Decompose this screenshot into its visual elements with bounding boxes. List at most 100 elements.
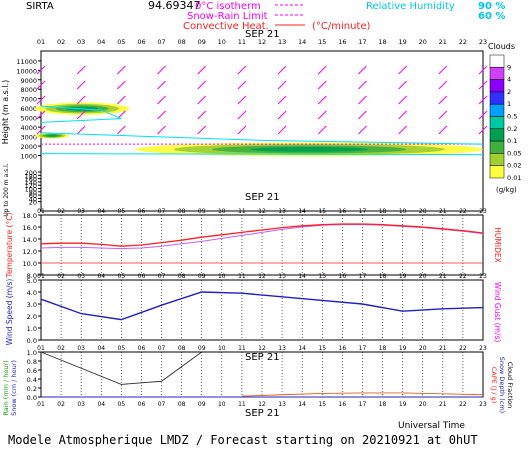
hour-tick-label: 20 [419,345,427,352]
legend-convective-unit: (°C/minute) [312,21,371,32]
wind-arrow [237,95,247,105]
hour-tick-label: 04 [97,401,105,408]
humidity-contour [40,132,484,156]
height-tick-label: 8000 [20,86,37,94]
wind-arrow [358,125,367,135]
wind-arrow [117,65,126,75]
hour-tick-label: 16 [339,345,347,352]
hour-tick-label: 04 [97,208,105,215]
wind-arrow [358,80,367,90]
height-tick-label: 180 [25,172,37,180]
hour-tick-label: 20 [419,38,427,46]
hour-tick-label: 07 [158,345,166,352]
universal-time-label: Universal Time [398,421,465,431]
hour-tick-label: 05 [118,401,126,408]
colorbar-label: 0.05 [507,149,521,157]
wind-arrow [438,80,448,90]
hour-tick-label: 12 [258,345,266,352]
hour-tick-label: 09 [198,38,206,46]
hour-tick-label: 07 [157,38,165,46]
hour-tick-label: 22 [459,273,467,280]
hour-tick-label: 10 [218,273,226,280]
wind-arrow [398,125,407,135]
colorbar-swatch [489,103,505,117]
wind-arrow [478,95,488,105]
hour-tick-label: 09 [198,208,206,215]
hour-tick-label: 06 [138,273,146,280]
wind-arrow [36,110,46,120]
height-tick-label: 100 [25,186,37,194]
station-name: SIRTA [26,1,54,12]
height-tick-label: 120 [25,182,37,190]
height-tick-label: 140 [25,179,37,187]
hour-tick-label: 19 [399,345,407,352]
colorbar-swatch [489,79,505,93]
hour-tick-label: 18 [379,208,387,215]
hour-tick-label: 03 [77,345,85,352]
height-tick-label: 9000 [20,77,37,85]
hour-tick-label: 13 [278,401,286,408]
colorbar-label: 9 [507,63,511,71]
legend-rh-90: 90 % [478,1,505,12]
wind-y-tick-label: 4.0 [27,289,37,297]
hour-tick-label: 22 [459,208,467,215]
hour-tick-label: 01 [37,38,45,46]
hour-tick-label: 21 [439,208,447,215]
temperature-y-tick-label: 12.0 [23,248,37,256]
hour-tick-label: 23 [479,401,487,408]
cloud-fraction-axis-label: Cloud Fraction [506,362,514,409]
hour-tick-label: 15 [318,208,326,215]
colorbar-label: 0.1 [507,137,517,145]
hour-tick-label: 02 [57,273,65,280]
legend-zero-isotherm: 0°C isotherm [195,1,261,12]
hour-tick-label: 14 [298,208,306,215]
colorbar-unit: (g/kg) [496,186,517,194]
wind-arrow [76,125,86,135]
wind-arrow [237,125,247,135]
colorbar-swatch [489,91,505,105]
colorbar-swatch [489,140,505,154]
hour-tick-label: 17 [359,401,367,408]
footer-title: Modele Atmospherique LMDZ / Forecast sta… [8,433,478,447]
hour-tick-label: 22 [459,38,467,46]
wind-arrow [277,65,287,75]
hour-tick-label: 11 [238,273,246,280]
wind-arrow [197,65,207,75]
hour-tick-label: 13 [278,345,286,352]
hour-tick-label: 16 [339,401,347,408]
legend-snow-rain: Snow-Rain Limit [187,11,268,22]
wind-y-tick-label: 3.0 [27,301,37,309]
rain-line [40,351,202,385]
wind-arrow [277,95,287,105]
hour-tick-label: 02 [57,208,65,215]
wind-arrow [76,65,86,75]
hour-tick-label: 14 [298,401,306,408]
colorbar-label: 2 [507,88,511,96]
hour-tick-label: 14 [298,38,306,46]
wind-arrow [398,65,407,75]
hour-tick-label: 16 [339,208,347,215]
hour-tick-label: 12 [258,208,266,215]
height-tick-label: 80 [29,189,37,197]
hour-tick-label: 04 [97,273,105,280]
hour-tick-label: 14 [298,273,306,280]
rain-y-tick-label: 0.8 [27,358,37,366]
temperature-y-tick-label: 8.0 [27,272,37,280]
hour-tick-label: 21 [439,345,447,352]
hour-tick-label: 09 [198,273,206,280]
hour-tick-label: 17 [358,38,366,46]
cloud-layer [46,134,58,137]
wind-arrow [237,110,247,120]
wind-arrow [438,110,448,120]
date-label-cloud: SEP 21 [245,192,280,203]
hour-tick-label: 18 [379,273,387,280]
wind-arrow [478,80,488,90]
wind-arrow [478,65,488,75]
wind-arrow [157,65,166,75]
hour-tick-label: 10 [218,38,226,46]
hour-tick-label: 09 [198,345,206,352]
wind-arrow [317,110,327,120]
wind-arrow [478,125,488,135]
hour-tick-label: 17 [359,345,367,352]
wind-arrow [317,95,327,105]
